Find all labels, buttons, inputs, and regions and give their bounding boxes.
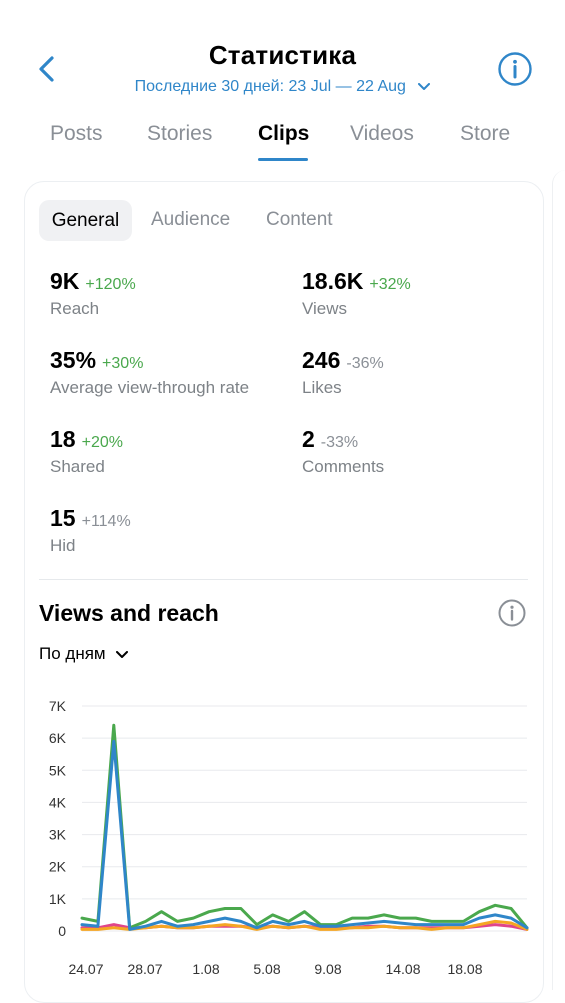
metric-value: 18.6K [302,268,364,294]
info-icon[interactable] [497,51,533,87]
metric-label: Hid [50,536,76,555]
metric-change: +32% [369,276,411,293]
info-icon[interactable] [497,598,527,628]
y-tick-label: 7K [49,698,67,714]
period-selector[interactable]: Последние 30 дней: 23 Jul — 22 Aug [0,78,565,96]
granularity-label: По дням [39,644,106,663]
period-label: Последние 30 дней: 23 Jul — 22 Aug [134,78,406,95]
x-tick-label: 28.07 [127,961,162,977]
series-line [80,723,529,930]
x-tick-label: 18.08 [447,961,482,977]
section-title: Views and reach [39,600,219,626]
y-tick-label: 1K [49,891,67,907]
metric-change: +120% [85,276,136,293]
stats-card [24,181,544,1003]
y-tick-label: 0 [58,923,66,939]
x-tick-label: 5.08 [253,961,280,977]
metric-views: 18.6K +32% Views [302,268,411,319]
x-tick-label: 1.08 [192,961,219,977]
chevron-down-icon [116,650,129,658]
metric-view-through-rate: 35% +30% Average view-through rate [50,347,249,398]
metric-change: -36% [346,355,384,372]
metric-change: +114% [81,513,131,530]
metric-label: Comments [302,457,385,476]
views-reach-chart: 0 1K 2K 3K 4K 5K 6K 7K 24.07 28.07 1.08 5.08 9.08 14.… [49,698,529,977]
series-line [80,919,529,931]
metric-label: Shared [50,457,105,476]
metric-comments: 2 -33% Comments [302,426,384,477]
series-line [80,739,529,931]
metric-value: 9K [50,268,80,294]
chevron-down-icon [418,82,431,90]
tab-stories[interactable]: Stories [147,122,213,145]
metric-label: Reach [50,299,100,318]
y-tick-label: 5K [49,762,67,778]
tab-posts[interactable]: Posts [50,122,103,145]
y-tick-label: 6K [49,730,67,746]
metric-reach: 9K +120% Reach [50,268,136,319]
metric-change: -33% [320,434,359,451]
metric-value: 15 [50,505,76,531]
back-arrow-icon[interactable] [30,52,64,86]
next-card-edge [552,170,565,990]
page-title: Статистика [208,40,357,70]
metric-label: Views [302,299,348,318]
metric-shared: 18 +20% Shared [50,426,123,477]
x-tick-label: 24.07 [68,961,103,977]
x-tick-label: 14.08 [385,961,420,977]
metric-value: 35% [50,347,97,373]
y-tick-label: 4K [49,794,67,810]
metric-value: 18 [50,426,76,452]
metric-change: +20% [81,434,123,451]
metric-label: Average view-through rate [50,378,250,397]
metric-label: Likes [302,378,342,397]
content-type-tabs: Posts Stories Clips Videos Store [0,122,565,162]
x-tick-label: 9.08 [314,961,341,977]
divider [39,579,528,580]
active-tab-indicator [258,158,308,161]
metric-change: +30% [102,355,144,372]
subtab-audience[interactable]: Audience [151,209,231,230]
subtab-general[interactable]: General [39,200,132,241]
metric-hid: 15 +114% Hid [50,505,131,556]
y-tick-label: 3K [49,827,67,843]
metric-likes: 246 -36% Likes [302,347,384,398]
metric-value: 2 [302,426,315,452]
tab-videos[interactable]: Videos [350,122,414,145]
granularity-dropdown[interactable]: По дням [39,644,129,664]
tab-store[interactable]: Store [460,122,511,145]
subtab-content[interactable]: Content [266,209,333,230]
y-tick-label: 2K [49,859,67,875]
tab-clips[interactable]: Clips [258,122,310,145]
metric-value: 246 [302,347,341,373]
